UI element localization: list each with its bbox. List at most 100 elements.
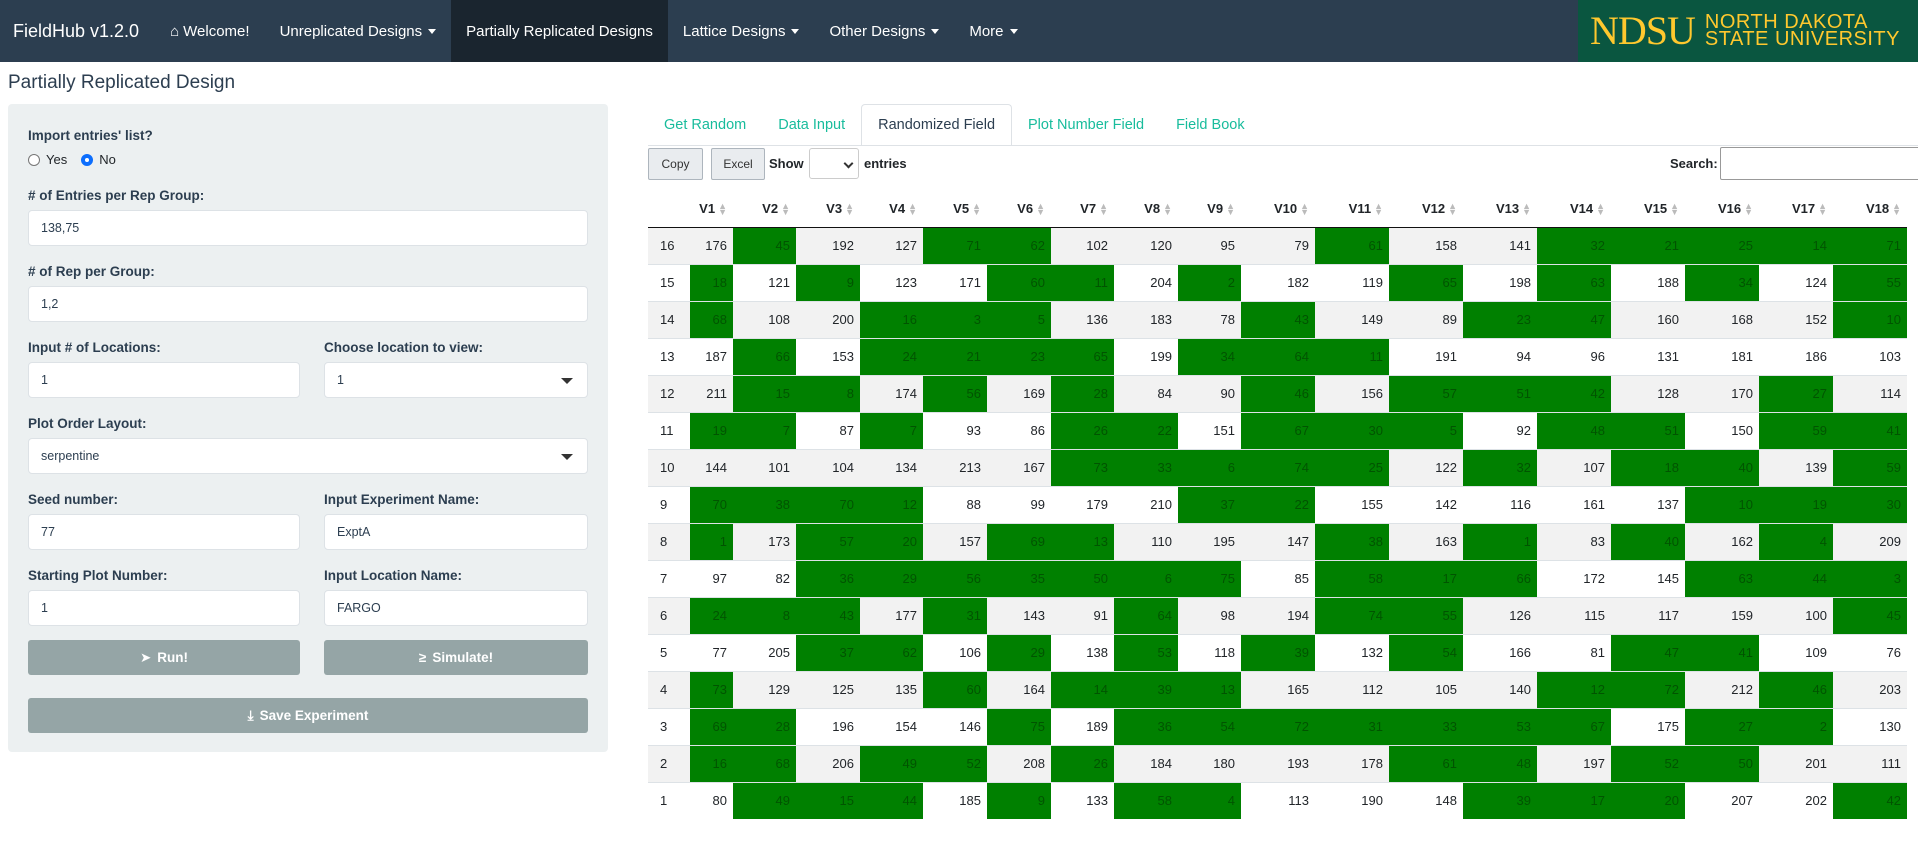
table-cell: 124 (1759, 263, 1833, 301)
search-input[interactable] (1720, 147, 1918, 180)
table-cell: 10 (1685, 485, 1759, 523)
entries-length-select[interactable] (809, 148, 859, 179)
table-cell: 28 (1051, 374, 1114, 412)
column-header-v6[interactable]: V6 ▲ ▼ (987, 190, 1051, 228)
chevron-down-icon (843, 158, 854, 169)
column-header-v8[interactable]: V8 ▲ ▼ (1114, 190, 1178, 228)
column-header-v3[interactable]: V3 ▲ ▼ (796, 190, 860, 228)
tab-plot-number-field[interactable]: Plot Number Field (1028, 117, 1145, 133)
column-header-v17[interactable]: V17 ▲ ▼ (1759, 190, 1833, 228)
column-header-label: V13 (1495, 200, 1520, 216)
nav-welcome[interactable]: ⌂ Welcome! (155, 0, 264, 62)
run-button[interactable]: ➤ Run! (28, 640, 300, 675)
column-header-label: V16 (1717, 200, 1742, 216)
save-experiment-label: Save Experiment (259, 708, 369, 723)
column-header-v9[interactable]: V9 ▲ ▼ (1178, 190, 1241, 228)
table-cell: 176 (690, 226, 733, 264)
excel-button[interactable]: Excel (711, 148, 765, 180)
column-header-v14[interactable]: V14 ▲ ▼ (1537, 190, 1611, 228)
radio-yes[interactable] (28, 153, 40, 166)
table-cell: 39 (1114, 670, 1178, 708)
nav-label: Other Designs (829, 22, 926, 40)
column-header-v11[interactable]: V11 ▲ ▼ (1315, 190, 1389, 228)
table-cell: 83 (1537, 522, 1611, 560)
sort-icon: ▲ ▼ (972, 201, 981, 218)
copy-button[interactable]: Copy (648, 148, 703, 180)
table-cell: 39 (1241, 633, 1315, 671)
column-header-v13[interactable]: V13 ▲ ▼ (1463, 190, 1537, 228)
plot-order-layout-select[interactable]: serpentine (28, 438, 588, 474)
table-cell: 14 (1759, 226, 1833, 264)
table-cell: 118 (1178, 633, 1241, 671)
experiment-name-input[interactable]: ExptA (324, 514, 588, 550)
view-location-select[interactable]: 1 (324, 362, 588, 398)
nav-more[interactable]: More (954, 0, 1032, 62)
table-cell: 67 (1537, 707, 1611, 745)
app-brand[interactable]: FieldHub v1.2.0 (13, 20, 140, 41)
table-cell: 28 (733, 707, 796, 745)
table-cell: 172 (1537, 559, 1611, 597)
locations-input[interactable]: 1 (28, 362, 300, 398)
save-experiment-button[interactable]: ⤓ Save Experiment (28, 698, 588, 733)
radio-no-label[interactable]: No (99, 152, 116, 167)
ndsu-logo[interactable]: NDSU NORTH DAKOTA STATE UNIVERSITY (1578, 0, 1918, 62)
column-header-v12[interactable]: V12 ▲ ▼ (1389, 190, 1463, 228)
column-header-v7[interactable]: V7 ▲ ▼ (1051, 190, 1114, 228)
table-cell: 173 (733, 522, 796, 560)
row-index-cell: 4 (648, 670, 690, 708)
radio-yes-label[interactable]: Yes (46, 152, 68, 167)
table-cell: 178 (1315, 744, 1389, 782)
column-header-v5[interactable]: V5 ▲ ▼ (923, 190, 987, 228)
entries-per-group-input[interactable]: 138,75 (28, 210, 588, 246)
table-cell: 159 (1685, 596, 1759, 634)
table-cell: 48 (1537, 411, 1611, 449)
run-button-label: Run! (157, 650, 189, 665)
simulate-button[interactable]: ≥ Simulate! (324, 640, 588, 675)
table-cell: 191 (1389, 337, 1463, 375)
nav-lattice-designs[interactable]: Lattice Designs (668, 0, 815, 62)
table-cell: 38 (733, 485, 796, 523)
table-cell: 144 (690, 448, 733, 486)
sort-icon: ▲ ▼ (1818, 201, 1827, 218)
column-header-v15[interactable]: V15 ▲ ▼ (1611, 190, 1685, 228)
seed-input[interactable]: 77 (28, 514, 300, 550)
table-cell: 1 (1463, 522, 1537, 560)
nav-other-designs[interactable]: Other Designs (814, 0, 954, 62)
reps-per-group-input[interactable]: 1,2 (28, 286, 588, 322)
table-cell: 186 (1759, 337, 1833, 375)
column-header-v18[interactable]: V18 ▲ ▼ (1833, 190, 1907, 228)
table-cell: 98 (1178, 596, 1241, 634)
table-cell: 116 (1463, 485, 1537, 523)
show-label: Show (769, 156, 804, 171)
row-index-cell: 14 (648, 300, 690, 338)
column-header-v4[interactable]: V4 ▲ ▼ (860, 190, 923, 228)
table-cell: 187 (690, 337, 733, 375)
table-cell: 73 (690, 670, 733, 708)
table-cell: 15 (733, 374, 796, 412)
nav-unreplicated-designs[interactable]: Unreplicated Designs (265, 0, 452, 62)
tab-randomized-field[interactable]: Randomized Field (861, 104, 1013, 146)
table-cell: 18 (1611, 448, 1685, 486)
column-header-label: V14 (1569, 200, 1594, 216)
tab-data-input[interactable]: Data Input (778, 117, 846, 133)
table-cell: 43 (796, 596, 860, 634)
randomized-field-table: V1 ▲ ▼ V2 ▲ ▼ V3 ▲ ▼ V4 ▲ ▼ V5 ▲ ▼ V6 ▲ ▼ V7 ▲ ▼ V8 ▲ ▼ V9 ▲ ▼ V10 ▲… (648, 190, 1907, 819)
sort-icon: ▲ ▼ (908, 201, 917, 218)
radio-no[interactable] (81, 153, 94, 166)
tab-get-random[interactable]: Get Random (664, 117, 747, 133)
column-header-v16[interactable]: V16 ▲ ▼ (1685, 190, 1759, 228)
column-header-v1[interactable]: V1 ▲ ▼ (690, 190, 733, 228)
column-header-v10[interactable]: V10 ▲ ▼ (1241, 190, 1315, 228)
starting-plot-input[interactable]: 1 (28, 590, 300, 626)
table-cell: 113 (1241, 781, 1315, 819)
table-cell: 161 (1537, 485, 1611, 523)
table-cell: 88 (923, 485, 987, 523)
column-header-index[interactable] (648, 190, 690, 228)
location-name-input[interactable]: FARGO (324, 590, 588, 626)
table-cell: 189 (1051, 707, 1114, 745)
table-cell: 183 (1114, 300, 1178, 338)
column-header-v2[interactable]: V2 ▲ ▼ (733, 190, 796, 228)
nav-partially-replicated-designs[interactable]: Partially Replicated Designs (451, 0, 668, 62)
tab-field-book[interactable]: Field Book (1176, 117, 1245, 133)
table-cell: 99 (987, 485, 1051, 523)
